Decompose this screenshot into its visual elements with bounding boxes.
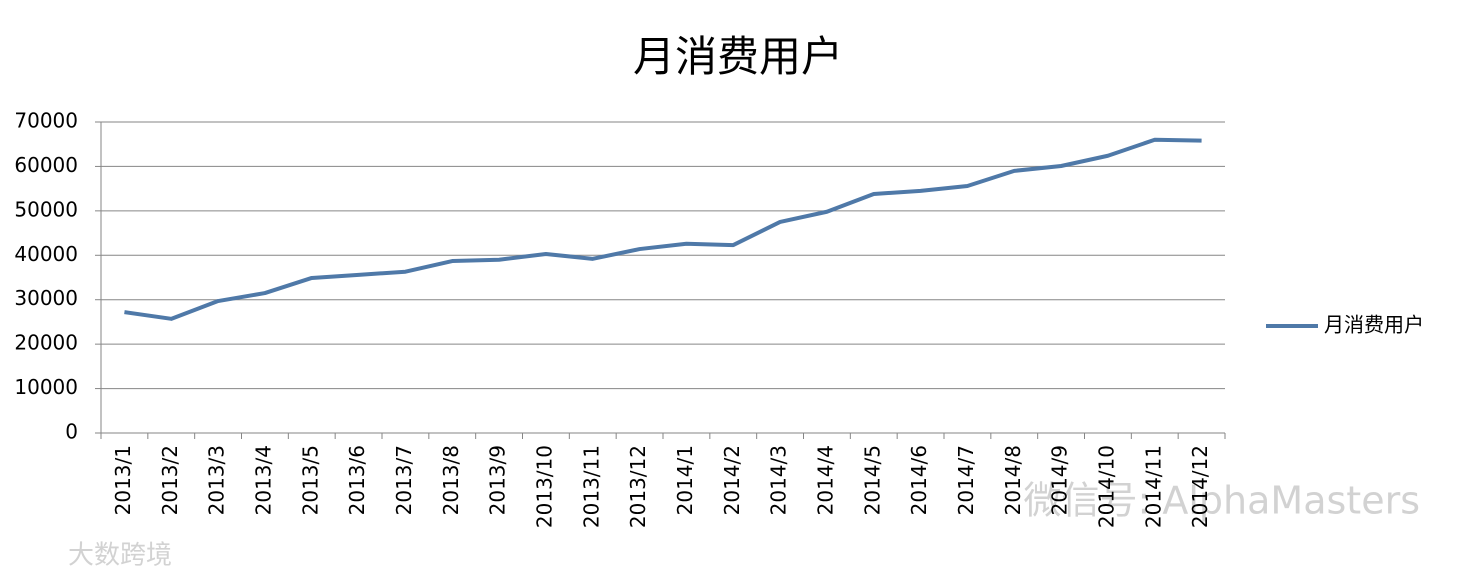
- line-series: [124, 137, 1202, 321]
- x-tick-label: 2014/9: [1048, 445, 1072, 515]
- legend-label: 月消费用户: [1324, 313, 1424, 337]
- x-tick-label: 2013/3: [205, 445, 229, 515]
- x-tick-label: 2014/2: [720, 445, 744, 515]
- x-tick-label: 2014/3: [767, 445, 791, 515]
- y-tick-label: 30000: [14, 286, 78, 310]
- x-tick-label: 2013/7: [392, 445, 416, 515]
- x-tick-label: 2013/1: [111, 445, 135, 515]
- x-tick-label: 2014/7: [954, 445, 978, 515]
- x-tick-label: 2013/6: [345, 445, 369, 515]
- x-tick-label: 2014/1: [673, 445, 697, 515]
- y-tick-label: 50000: [14, 197, 78, 221]
- y-tick-label: 60000: [14, 153, 78, 177]
- chart-title: 月消费用户: [633, 32, 843, 81]
- x-tick-label: 2014/10: [1094, 445, 1118, 528]
- x-tick-label: 2013/10: [532, 445, 556, 528]
- x-tick-label: 2014/8: [1001, 445, 1025, 515]
- y-tick-label: 40000: [14, 242, 78, 266]
- x-tick-label: 2013/2: [158, 445, 182, 515]
- x-tick-label: 2013/8: [439, 445, 463, 515]
- y-tick-label: 0: [65, 420, 78, 444]
- y-tick-label: 10000: [14, 375, 78, 399]
- y-tick-label: 20000: [14, 331, 78, 355]
- y-tick-label: 70000: [14, 109, 78, 133]
- x-tick-label: 2013/11: [579, 445, 603, 528]
- x-tick-label: 2014/6: [907, 445, 931, 515]
- x-tick-label: 2013/9: [486, 445, 510, 515]
- x-tick-label: 2014/4: [813, 445, 837, 515]
- watermark: 微信号: AlphaMasters: [1024, 479, 1421, 523]
- x-tick-label: 2014/12: [1188, 445, 1212, 528]
- x-tick-label: 2013/12: [626, 445, 650, 528]
- x-tick-label: 2014/5: [860, 445, 884, 515]
- x-tick-label: 2013/4: [251, 445, 275, 515]
- x-tick-label: 2014/11: [1141, 445, 1165, 528]
- watermark: 大数跨境: [68, 541, 172, 571]
- x-tick-label: 2013/5: [298, 445, 322, 515]
